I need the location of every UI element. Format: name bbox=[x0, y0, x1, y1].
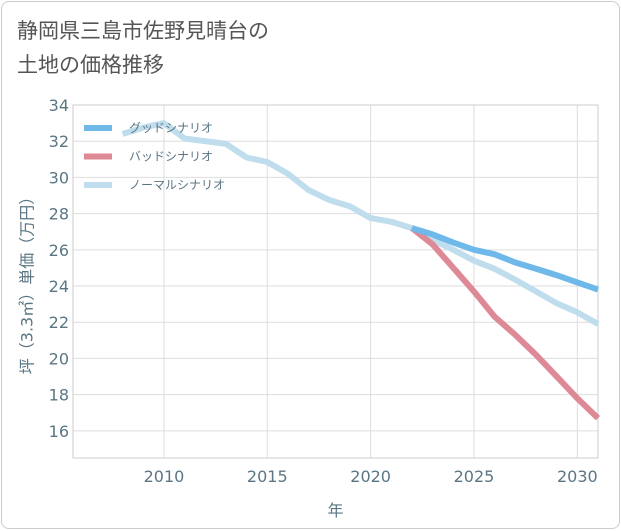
series-line bbox=[411, 225, 599, 293]
legend-label: グッドシナリオ bbox=[129, 121, 213, 135]
plot-frame bbox=[72, 104, 599, 459]
axis-ticks: 2010 2015 2020 2025 2030 16 18 20 22 24 26 28 30 32 34 bbox=[49, 96, 598, 486]
series-lines bbox=[121, 120, 601, 421]
y-tick-label: 18 bbox=[49, 386, 69, 405]
x-tick-label: 2010 bbox=[144, 467, 185, 486]
chart-title-line-2: 土地の価格推移 bbox=[17, 53, 164, 77]
chart-title-line-1: 静岡県三島市佐野見晴台の bbox=[17, 19, 269, 43]
x-tick-label: 2015 bbox=[247, 467, 288, 486]
x-tick-label: 2030 bbox=[557, 467, 598, 486]
chart-title: 静岡県三島市佐野見晴台の 土地の価格推移 bbox=[17, 14, 269, 82]
y-tick-label: 24 bbox=[49, 277, 69, 296]
series-line bbox=[121, 120, 600, 327]
y-tick-label: 26 bbox=[49, 241, 69, 260]
grid bbox=[73, 104, 598, 458]
y-axis-label: 坪（3.3㎡）単価（万円） bbox=[18, 189, 37, 374]
y-tick-label: 20 bbox=[49, 349, 69, 368]
x-axis-label: 年 bbox=[327, 501, 343, 520]
y-tick-label: 16 bbox=[49, 422, 69, 441]
y-tick-label: 32 bbox=[49, 132, 69, 151]
legend-label: ノーマルシナリオ bbox=[129, 178, 225, 192]
y-tick-label: 28 bbox=[49, 205, 69, 224]
series-line bbox=[410, 225, 601, 421]
x-tick-label: 2020 bbox=[350, 467, 391, 486]
y-tick-label: 30 bbox=[49, 168, 69, 187]
legend-label: バッドシナリオ bbox=[129, 150, 213, 164]
y-tick-label: 34 bbox=[49, 96, 69, 115]
y-tick-label: 22 bbox=[49, 313, 69, 332]
x-tick-label: 2025 bbox=[454, 467, 495, 486]
